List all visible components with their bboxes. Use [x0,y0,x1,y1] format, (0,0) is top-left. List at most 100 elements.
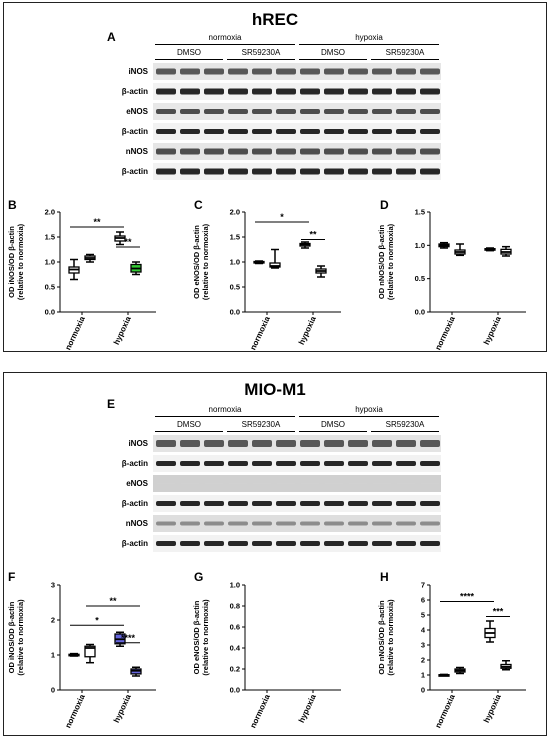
y-tick-label: 1 [51,651,55,660]
label-G: G [194,570,204,584]
y-tick-label: 1.5 [45,233,55,242]
y-tick-label: 1 [421,671,425,680]
y-tick-label: 1.0 [230,581,240,590]
label-F: F [8,570,16,584]
y-tick-label: 3 [51,581,55,590]
chart-B: OD iNOS/OD β-actin (relative to normoxia)… [7,208,156,352]
blot-label: β-actin [121,459,148,468]
panel-mio [3,372,547,736]
blot-strip [153,103,441,120]
y-tick-label: 0.5 [230,283,240,292]
y-tick-label: 0.2 [230,665,240,674]
chart-H: OD nNOS/OD β-actin (relative to normoxia)… [377,581,526,730]
significance-label: *** [493,607,504,617]
panel-title-hrec: hREC [251,10,299,29]
significance-label: ** [109,596,117,606]
y-tick-label: 1.5 [415,208,425,217]
y-tick-label: 2.0 [230,208,240,217]
x-tick-label: normoxia [248,315,272,352]
label-C: C [194,198,203,212]
label-H: H [380,570,389,584]
blot-label: β-actin [121,87,148,96]
y-axis-label: (relative to normoxia) [201,599,210,676]
y-tick-label: 4 [421,626,426,635]
y-tick-label: 6 [421,596,425,605]
y-axis-label: OD nNOS/OD β-actin [377,225,386,300]
blot-strip [153,163,441,180]
blot-strip [153,123,441,140]
blot-strip [153,515,441,532]
chart-G: OD eNOS/OD β-actin (relative to normoxia)… [192,581,341,730]
y-axis-label: OD iNOS/OD β-actin [7,226,16,298]
blot-strip [153,63,441,80]
blot-strip [153,535,441,552]
x-tick-label: hypoxia [112,693,133,725]
cond-dmso-top-2: DMSO [299,48,367,60]
y-tick-label: 1.0 [415,241,425,250]
y-tick-label: 2.0 [45,208,55,217]
x-tick-label: normoxia [63,315,87,352]
label-A: A [107,30,116,44]
blot-label: iNOS [128,67,148,76]
cond-normoxia-top: normoxia [155,33,295,45]
y-tick-label: 0.5 [45,283,55,292]
x-tick-label: normoxia [433,315,457,352]
y-tick-label: 2 [51,616,55,625]
cond-sr-bottom-1: SR59230A [227,420,295,432]
cond-hypoxia-top: hypoxia [299,33,439,45]
significance-label: **** [460,592,475,602]
x-tick-label: hypoxia [297,315,318,347]
y-axis-label: (relative to normoxia) [201,223,210,300]
panel-title-mio: MIO-M1 [244,380,306,399]
x-tick-label: hypoxia [112,315,133,347]
x-tick-label: normoxia [433,693,457,730]
cond-dmso-top-1: DMSO [155,48,223,60]
significance-label: * [95,615,99,625]
y-axis-label: OD nNOS/OD β-actin [377,600,386,675]
significance-label: ** [93,217,101,227]
box [269,262,281,268]
chart-C: OD eNOS/OD β-actin (relative to normoxia)… [192,208,341,352]
blot-label: nNOS [125,147,148,156]
y-tick-label: 1.5 [230,233,240,242]
y-axis-label: (relative to normoxia) [386,599,395,676]
blot-strip [153,495,441,512]
cond-sr-bottom-2: SR59230A [371,420,439,432]
y-tick-label: 0 [51,686,55,695]
y-tick-label: 0 [421,686,425,695]
blot-label: eNOS [126,107,148,116]
blot-label: iNOS [128,439,148,448]
label-D: D [380,198,389,212]
y-tick-label: 0.0 [230,308,240,317]
blot-strip [153,475,441,492]
label-B: B [8,198,17,212]
significance-label: * [280,212,284,222]
y-tick-label: 0.0 [415,308,425,317]
y-axis-label: (relative to normoxia) [16,599,25,676]
y-tick-label: 0.4 [230,644,241,653]
y-tick-label: 0.6 [230,623,240,632]
x-tick-label: hypoxia [482,315,503,347]
cond-dmso-bottom-1: DMSO [155,420,223,432]
y-tick-label: 1.0 [230,258,240,267]
y-tick-label: 5 [421,611,425,620]
cond-hypoxia-bottom: hypoxia [299,405,439,417]
chart-F: OD iNOS/OD β-actin (relative to normoxia)… [7,581,156,729]
blot-strip [153,83,441,100]
panel-hrec [3,2,547,352]
y-tick-label: 3 [421,641,425,650]
blot-label: β-actin [121,539,148,548]
blot-label: β-actin [121,167,148,176]
blot-strip [153,435,441,452]
y-tick-label: 0.0 [230,686,240,695]
x-tick-label: normoxia [248,693,272,730]
blot-label: nNOS [125,519,148,528]
label-E: E [107,397,116,411]
significance-label: **** [121,633,136,643]
x-tick-label: hypoxia [297,693,318,725]
x-tick-label: hypoxia [482,693,503,725]
y-tick-label: 1.0 [45,258,55,267]
cond-sr-top-2: SR59230A [371,48,439,60]
blot-label: β-actin [121,499,148,508]
significance-label: ** [309,230,317,240]
